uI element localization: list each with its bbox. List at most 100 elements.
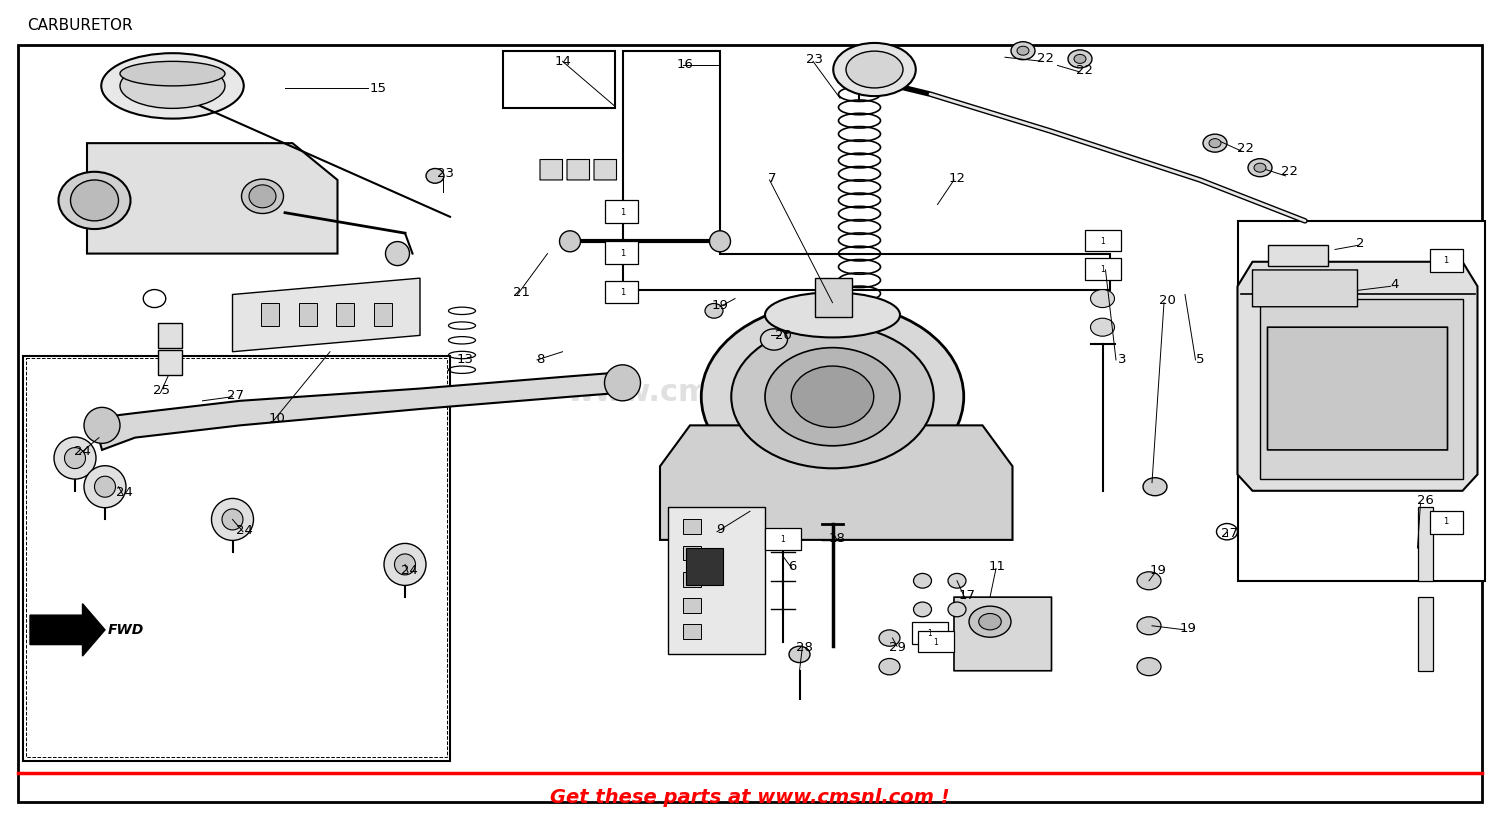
Ellipse shape [1143, 478, 1167, 496]
Ellipse shape [765, 293, 900, 337]
Bar [604, 281, 638, 303]
Ellipse shape [914, 602, 932, 617]
Text: 22: 22 [1076, 64, 1094, 77]
Circle shape [84, 465, 126, 508]
Text: www.cmsnl.com: www.cmsnl.com [567, 378, 843, 407]
Bar [1430, 249, 1462, 272]
Ellipse shape [1068, 50, 1092, 68]
Text: 26: 26 [1416, 494, 1434, 507]
Bar [1418, 597, 1432, 671]
Ellipse shape [792, 366, 873, 427]
Text: 1: 1 [620, 249, 626, 258]
Ellipse shape [120, 61, 225, 86]
Text: 20: 20 [1158, 294, 1176, 307]
Text: 1: 1 [933, 637, 939, 647]
Circle shape [394, 554, 416, 575]
Circle shape [94, 476, 116, 497]
Ellipse shape [879, 630, 900, 646]
Polygon shape [98, 372, 622, 450]
Ellipse shape [705, 303, 723, 318]
Text: 19: 19 [711, 299, 729, 312]
Ellipse shape [1137, 617, 1161, 635]
Polygon shape [30, 604, 105, 656]
Bar [682, 519, 700, 534]
Ellipse shape [760, 329, 788, 350]
Ellipse shape [914, 573, 932, 588]
Ellipse shape [834, 43, 915, 97]
Ellipse shape [1090, 290, 1114, 308]
Ellipse shape [1090, 318, 1114, 336]
Bar [22, 356, 450, 761]
Bar [1430, 511, 1462, 534]
Text: 24: 24 [236, 524, 254, 537]
Text: 1: 1 [620, 288, 626, 298]
Text: 14: 14 [554, 55, 572, 68]
Text: 18: 18 [828, 532, 846, 545]
Ellipse shape [242, 179, 284, 213]
Ellipse shape [732, 325, 933, 468]
Ellipse shape [846, 51, 903, 88]
Text: 5: 5 [1196, 353, 1204, 366]
Text: 10: 10 [268, 412, 286, 425]
Text: 19: 19 [1149, 564, 1167, 578]
Bar [1084, 230, 1120, 251]
Text: 22: 22 [1281, 165, 1299, 178]
Bar [765, 528, 801, 550]
Ellipse shape [1137, 572, 1161, 590]
Ellipse shape [1074, 54, 1086, 64]
Text: 24: 24 [116, 486, 134, 499]
Text: 9: 9 [716, 523, 724, 536]
Text: 25: 25 [153, 384, 171, 397]
Text: 23: 23 [436, 167, 454, 180]
Text: 12: 12 [948, 172, 966, 185]
Text: 13: 13 [456, 353, 474, 366]
FancyBboxPatch shape [1252, 270, 1358, 307]
Text: 21: 21 [513, 286, 531, 299]
Bar [918, 631, 954, 652]
Text: 27: 27 [1221, 527, 1239, 540]
Circle shape [604, 365, 640, 401]
Text: 29: 29 [888, 641, 906, 654]
Text: 28: 28 [795, 641, 813, 654]
Text: 27: 27 [226, 389, 244, 402]
FancyBboxPatch shape [594, 160, 616, 180]
Ellipse shape [702, 303, 964, 491]
Ellipse shape [102, 53, 243, 119]
Ellipse shape [1248, 159, 1272, 177]
Bar [1418, 507, 1432, 581]
FancyBboxPatch shape [567, 160, 590, 180]
Text: 1: 1 [780, 535, 786, 545]
Circle shape [211, 498, 254, 541]
Bar [604, 200, 638, 223]
Text: 6: 6 [788, 560, 796, 573]
Text: 22: 22 [1236, 142, 1254, 155]
Ellipse shape [249, 185, 276, 208]
Ellipse shape [948, 602, 966, 617]
Bar [26, 358, 447, 757]
Text: 4: 4 [1390, 278, 1400, 291]
Text: 1: 1 [1443, 517, 1449, 527]
Bar [158, 350, 182, 375]
Text: 24: 24 [400, 564, 418, 578]
Ellipse shape [948, 573, 966, 588]
Bar [912, 622, 948, 644]
Ellipse shape [879, 658, 900, 675]
Ellipse shape [426, 169, 444, 183]
Text: 22: 22 [1036, 52, 1054, 65]
Text: 24: 24 [74, 445, 92, 458]
Polygon shape [1260, 299, 1462, 479]
Bar [1238, 221, 1485, 581]
Circle shape [64, 447, 86, 469]
Ellipse shape [969, 606, 1011, 637]
Bar [374, 303, 392, 326]
Text: 1: 1 [927, 629, 933, 639]
Circle shape [84, 407, 120, 443]
Ellipse shape [978, 614, 1002, 630]
FancyBboxPatch shape [540, 160, 562, 180]
Bar [668, 507, 765, 654]
Bar [686, 548, 723, 585]
Text: 17: 17 [958, 589, 976, 602]
Text: 1: 1 [620, 208, 626, 218]
Text: 16: 16 [676, 58, 694, 71]
Circle shape [384, 543, 426, 586]
